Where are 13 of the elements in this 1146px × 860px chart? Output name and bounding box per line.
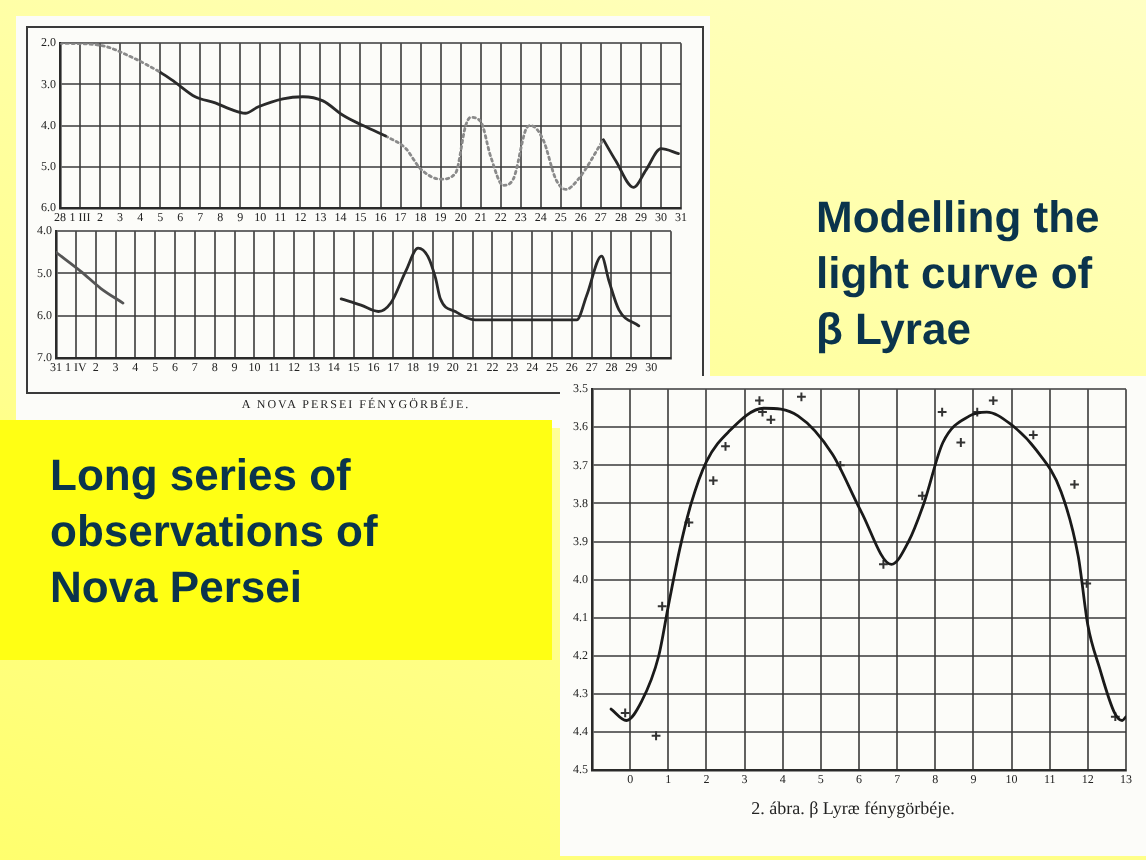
point (619, 707, 631, 719)
line-series (609, 406, 1126, 722)
chart-title: Modelling the light curve of β Lyrae (816, 190, 1102, 358)
line-series (601, 138, 680, 189)
point (656, 600, 668, 612)
point (796, 391, 807, 403)
point (1069, 479, 1080, 490)
point (955, 437, 967, 448)
text: 2. ábra. β Lyræ fénygörbéje. (749, 798, 957, 818)
point (707, 475, 719, 486)
line-series (56, 250, 125, 305)
text: Long series of observations of Nova Persei (50, 448, 380, 616)
point (1027, 429, 1039, 441)
